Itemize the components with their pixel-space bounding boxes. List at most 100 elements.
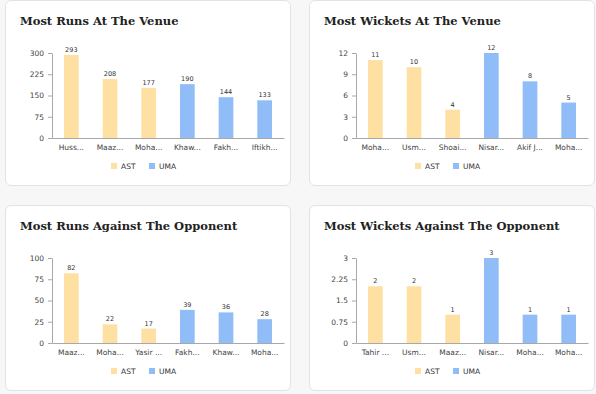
legend-swatch: [453, 163, 459, 169]
y-tick: 0: [39, 339, 52, 348]
y-tick-label: 25: [34, 318, 44, 327]
legend: ASTUMA: [111, 367, 177, 376]
x-axis: Huss... Maaz... Moha... Khaw... Fakh... Iftik…: [53, 138, 285, 152]
bar: [219, 312, 234, 343]
y-tick-label: 300: [30, 49, 45, 58]
data-label: 2: [373, 277, 377, 285]
data-label: 208: [104, 70, 116, 78]
bar: [445, 110, 460, 138]
y-tick-label: 0.75: [331, 318, 348, 327]
bar: [484, 258, 499, 343]
x-tick: Iftikh...: [252, 138, 278, 152]
x-tick-label: Moha...: [555, 143, 583, 152]
x-tick: Nisar...: [478, 343, 504, 357]
x-tick: Maaz...: [97, 138, 124, 152]
y-axis: 0 25 50 75 100: [30, 254, 53, 348]
y-tick-label: 2.25: [331, 275, 348, 284]
legend-label: UMA: [159, 367, 177, 376]
x-tick-label: Moha...: [96, 348, 124, 357]
x-tick: Fakh...: [175, 343, 199, 357]
y-tick-label: 9: [343, 70, 348, 79]
bar: [180, 84, 195, 138]
y-tick-mark: [352, 74, 356, 75]
data-labels: 111041285: [371, 44, 571, 109]
y-tick-mark: [352, 96, 356, 97]
x-tick-label: Huss...: [59, 143, 84, 152]
bar: [523, 81, 538, 138]
x-tick: Huss...: [59, 138, 84, 152]
x-tick: Moha...: [555, 343, 583, 357]
bar: [103, 324, 118, 343]
y-tick-label: 1.5: [336, 296, 348, 305]
y-tick: 0: [39, 134, 52, 143]
bar: [407, 67, 422, 138]
data-label: 177: [142, 79, 154, 87]
bar: [407, 286, 422, 343]
data-label: 2: [412, 277, 416, 285]
legend-label: UMA: [463, 367, 481, 376]
y-tick-mark: [352, 301, 356, 302]
y-tick-label: 6: [343, 91, 348, 100]
data-label: 22: [106, 315, 114, 323]
y-tick-label: 75: [34, 275, 44, 284]
y-tick: 1.5: [336, 296, 356, 305]
y-axis: 036912: [338, 49, 356, 143]
x-tick-label: Maaz...: [97, 143, 124, 152]
bar: [561, 315, 576, 343]
chart-card: Most Wickets Against The Opponent00.751.…: [309, 205, 595, 391]
y-tick-label: 225: [30, 70, 45, 79]
y-tick: 100: [30, 254, 52, 263]
legend-swatch: [453, 368, 459, 374]
y-tick-mark: [352, 343, 356, 344]
y-tick-label: 12: [338, 49, 348, 58]
x-tick: Nisar...: [478, 138, 504, 152]
x-tick-label: Fakh...: [214, 143, 238, 152]
bars: [64, 55, 272, 138]
chart-title: Most Wickets At The Venue: [324, 14, 501, 28]
data-label: 1: [567, 306, 571, 314]
bar: [103, 79, 118, 138]
legend-label: UMA: [159, 162, 177, 171]
y-tick: 75: [34, 113, 52, 122]
data-label: 3: [489, 249, 493, 257]
x-tick-label: Shoai...: [439, 143, 467, 152]
y-tick-mark: [48, 138, 52, 139]
legend: ASTUMA: [111, 162, 177, 171]
y-axis-line: [52, 54, 53, 139]
legend: ASTUMA: [415, 162, 481, 171]
y-tick: 9: [343, 70, 356, 79]
bar: [141, 88, 156, 138]
data-labels: 221311: [373, 249, 570, 314]
y-tick: 3: [343, 254, 356, 263]
y-axis: 075150225300: [30, 49, 53, 143]
x-tick: Khaw...: [174, 138, 201, 152]
data-label: 17: [145, 320, 153, 328]
x-axis: Moha...Usm...Shoai...Nisar...Akif J...Mo…: [357, 138, 589, 152]
bar: [257, 319, 272, 343]
y-tick: 50: [34, 296, 52, 305]
y-tick-mark: [48, 96, 52, 97]
x-axis-line: [357, 343, 589, 344]
x-tick: Akif J...: [517, 138, 543, 152]
chart-svg: Most Runs Against The Opponent0255075100…: [6, 206, 290, 390]
y-tick-mark: [352, 258, 356, 259]
x-tick-label: Moha...: [135, 143, 163, 152]
x-tick: Moha...: [96, 343, 124, 357]
bar: [368, 60, 383, 138]
x-tick-label: Moha...: [555, 348, 583, 357]
x-tick: Tahir ...: [361, 343, 389, 357]
y-tick-label: 0: [39, 134, 44, 143]
x-tick: Usm...: [402, 138, 426, 152]
x-axis-line: [357, 138, 589, 139]
data-label: 8: [528, 72, 532, 80]
data-label: 133: [258, 91, 270, 99]
bar: [180, 310, 195, 343]
y-axis-line: [52, 259, 53, 344]
y-tick: 0: [343, 134, 356, 143]
data-label: 190: [181, 75, 193, 83]
data-label: 36: [222, 303, 230, 311]
y-axis: 0 0.75 1.5 2.25 3: [331, 254, 356, 348]
x-tick: Khaw...: [213, 343, 240, 357]
y-tick: 0: [343, 339, 356, 348]
bars: [368, 258, 576, 343]
